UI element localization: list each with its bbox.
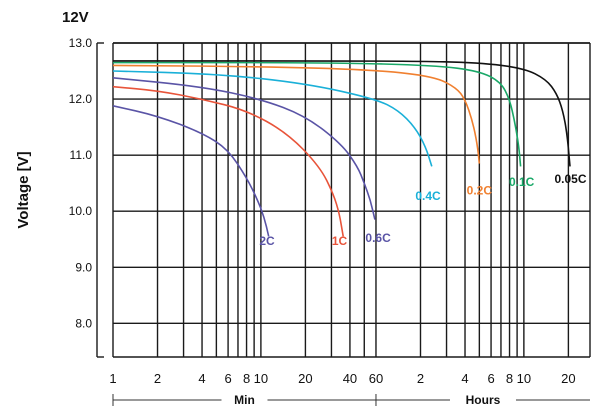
- y-tick-label: 10.0: [69, 204, 93, 218]
- curve-0_05C: [113, 60, 571, 167]
- x-tick-label: 20: [298, 371, 312, 386]
- x-tick-label: 6: [487, 371, 494, 386]
- x-tick-label: 2: [154, 371, 161, 386]
- x-tick-label: 6: [224, 371, 231, 386]
- x-groups: Min Hours: [112, 393, 590, 407]
- series-label-1C: 1C: [332, 234, 348, 248]
- series-label-0_4C: 0.4C: [415, 189, 441, 203]
- x-tick-label: 10: [517, 371, 531, 386]
- y-axis-title: Voltage [V]: [15, 151, 32, 228]
- x-tick-label: 60: [369, 371, 383, 386]
- curve-0_6C: [112, 77, 376, 220]
- curve-0_1C: [112, 61, 522, 167]
- y-tick-label: 12.0: [69, 92, 93, 106]
- x-tick-label: 20: [561, 371, 575, 386]
- series-label-2C: 2C: [259, 234, 275, 248]
- y-tick-label: 11.0: [70, 148, 93, 162]
- x-tick-label: 8: [506, 371, 513, 386]
- grid: [96, 42, 591, 358]
- chart-title: 12V: [62, 9, 89, 26]
- curve-2C: [112, 105, 270, 237]
- series-label-0_2C: 0.2C: [467, 183, 493, 197]
- x-tick-labels: 1 2 4 6 8 10 20 40 60 2 4 6 8 10 20: [109, 371, 575, 386]
- y-tick-label: 9.0: [75, 260, 92, 274]
- series-label-0_1C: 0.1C: [509, 175, 535, 189]
- y-tick-label: 13.0: [69, 36, 93, 50]
- y-tick-label: 8.0: [75, 316, 92, 330]
- x-tick-label: 1: [109, 371, 116, 386]
- group-label: Hours: [466, 393, 501, 407]
- x-tick-label: 2: [417, 371, 424, 386]
- curve-0_4C: [112, 70, 433, 167]
- y-tick-labels: 8.0 9.0 10.0 11.0 12.0 13.0: [69, 36, 93, 330]
- group-label: Min: [234, 393, 255, 407]
- discharge-curves: [112, 60, 571, 237]
- curve-1C: [112, 85, 344, 237]
- series-labels: 2C 1C 0.6C 0.4C 0.2C 0.1C 0.05C: [259, 172, 586, 248]
- x-tick-label: 10: [254, 371, 268, 386]
- series-label-0_05C: 0.05C: [554, 172, 586, 186]
- curve-0_2C: [112, 64, 481, 164]
- x-tick-label: 4: [198, 371, 205, 386]
- x-tick-label: 8: [243, 371, 250, 386]
- x-tick-label: 4: [461, 371, 468, 386]
- x-tick-label: 40: [343, 371, 357, 386]
- series-label-0_6C: 0.6C: [365, 231, 391, 245]
